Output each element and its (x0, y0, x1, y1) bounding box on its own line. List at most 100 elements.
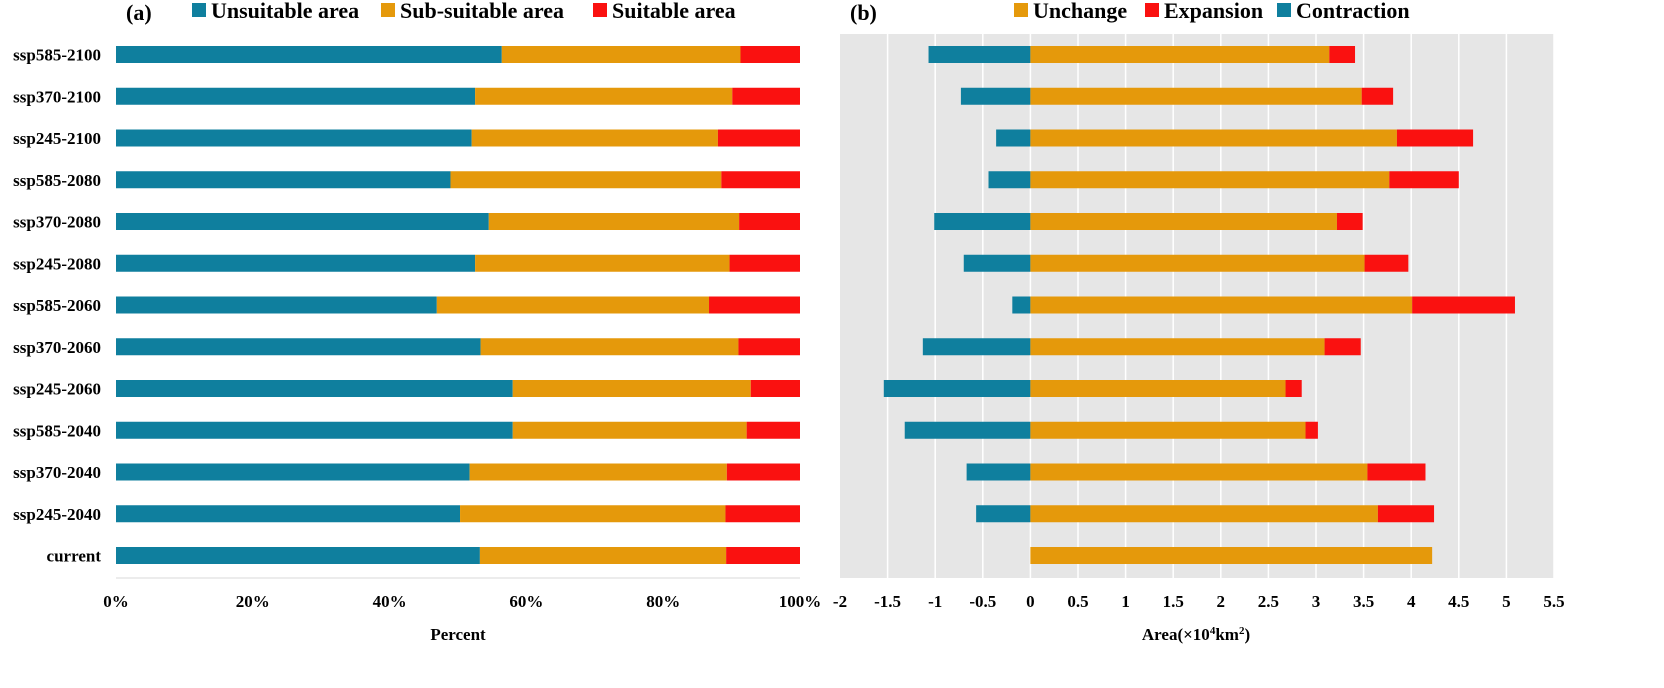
panel-a-x-axis-title: Percent (430, 625, 486, 644)
tick-b-4: 4 (1407, 592, 1416, 611)
bar-a-ssp245-2100-sub-suitable-area (471, 129, 718, 147)
panel-b-x-axis-title: Area(×104km2) (1142, 625, 1250, 644)
tick-a-40: 40% (373, 592, 407, 611)
bar-b-ssp370-2040-contraction (966, 463, 1031, 481)
bar-b-ssp585-2040-contraction (904, 421, 1031, 439)
bar-b-ssp585-2080-expansion (1389, 171, 1459, 189)
category-label-ssp370-2040: ssp370-2040 (13, 463, 101, 482)
bar-a-ssp585-2080-sub-suitable-area (450, 171, 722, 189)
legend-swatch-unsuitable-area (192, 3, 206, 17)
bar-a-ssp370-2040-suitable-area (726, 463, 800, 481)
bar-a-ssp585-2100-unsuitable-area (116, 46, 502, 63)
legend-label-sub-suitable-area: Sub-suitable area (400, 0, 564, 23)
bar-a-ssp245-2100-unsuitable-area (116, 129, 472, 147)
bar-a-ssp370-2080-sub-suitable-area (488, 213, 740, 230)
panel-a-label: (a) (126, 0, 152, 25)
bar-a-current-unsuitable-area (116, 547, 480, 564)
bar-a-ssp585-2100-sub-suitable-area (501, 46, 741, 63)
panel-b-legend: Unchange Expansion Contraction (1014, 0, 1410, 23)
category-label-ssp245-2060: ssp245-2060 (13, 380, 101, 399)
bar-a-ssp245-2060-suitable-area (750, 380, 800, 397)
panel-b-x-axis-title-sup: 4 (1210, 625, 1216, 637)
bar-b-ssp585-2060-expansion (1412, 296, 1515, 314)
bar-b-ssp585-2060-unchange (1030, 296, 1413, 314)
bar-b-ssp370-2060-contraction (922, 338, 1031, 356)
bar-a-current-sub-suitable-area (479, 547, 727, 564)
panel-b-bars (883, 46, 1515, 564)
bar-a-ssp370-2080-unsuitable-area (116, 213, 489, 230)
bar-b-ssp585-2080-unchange (1030, 171, 1390, 189)
bar-a-ssp585-2040-unsuitable-area (116, 421, 513, 439)
category-label-ssp585-2100: ssp585-2100 (13, 46, 101, 65)
legend-label-suitable-area: Suitable area (612, 0, 736, 23)
tick-a-80: 80% (646, 592, 680, 611)
bar-b-ssp370-2080-contraction (934, 213, 1031, 230)
category-label-ssp585-2040: ssp585-2040 (13, 421, 101, 440)
bar-a-ssp585-2040-suitable-area (746, 421, 800, 439)
bar-a-ssp370-2060-sub-suitable-area (480, 338, 739, 356)
legend-label-unsuitable-area: Unsuitable area (211, 0, 359, 23)
bar-b-ssp245-2060-expansion (1285, 380, 1302, 397)
bar-b-ssp585-2080-contraction (988, 171, 1031, 189)
legend-swatch-contraction (1277, 3, 1291, 17)
bar-a-ssp370-2060-unsuitable-area (116, 338, 481, 356)
bar-a-ssp370-2100-suitable-area (732, 87, 800, 105)
bar-a-ssp370-2080-suitable-area (739, 213, 800, 230)
bar-b-ssp245-2080-expansion (1364, 254, 1409, 272)
bar-a-ssp370-2060-suitable-area (738, 338, 800, 356)
bar-a-ssp245-2040-unsuitable-area (116, 505, 461, 523)
tick-b-2: 2 (1217, 592, 1226, 611)
bar-a-ssp370-2100-sub-suitable-area (475, 87, 733, 105)
panel-a-bars (116, 46, 800, 564)
bar-b-current-unchange (1030, 547, 1433, 564)
legend-swatch-suitable-area (593, 3, 607, 17)
bar-a-ssp370-2040-unsuitable-area (116, 463, 470, 481)
tick-b-4-p-5: 4.5 (1448, 592, 1469, 611)
tick-b-1-p-5: 1.5 (1163, 592, 1184, 611)
bar-a-ssp245-2080-unsuitable-area (116, 254, 476, 272)
panel-b-label: (b) (850, 0, 877, 25)
bar-a-ssp585-2040-sub-suitable-area (512, 421, 747, 439)
category-label-ssp370-2100: ssp370-2100 (13, 87, 101, 106)
category-label-ssp245-2040: ssp245-2040 (13, 505, 101, 524)
panel-a-category-labels: ssp585-2100 ssp370-2100 ssp245-2100 ssp585-… (13, 46, 101, 566)
bar-b-ssp370-2060-expansion (1324, 338, 1361, 356)
tick-a-100: 100% (779, 592, 822, 611)
legend-swatch-sub-suitable-area (381, 3, 395, 17)
legend-label-contraction: Contraction (1296, 0, 1410, 23)
bar-b-ssp245-2100-contraction (996, 129, 1031, 147)
bar-b-ssp585-2040-unchange (1030, 421, 1306, 439)
bar-a-ssp245-2100-suitable-area (717, 129, 800, 147)
bar-b-ssp245-2060-contraction (883, 380, 1031, 397)
panel-b-x-ticks: -2 -1.5 -1 -0.5 0 0.5 1 1.5 2 2.5 3 3.5 4 4.5 5 5.5 (833, 592, 1565, 611)
panel-b-x-axis-title-suffix: ) (1244, 625, 1250, 644)
bar-b-ssp245-2100-expansion (1396, 129, 1474, 147)
bar-a-ssp370-2100-unsuitable-area (116, 87, 476, 105)
bar-b-ssp370-2080-unchange (1030, 213, 1337, 230)
bar-b-ssp370-2080-expansion (1336, 213, 1363, 230)
legend-swatch-expansion (1145, 3, 1159, 17)
bar-a-ssp585-2080-suitable-area (721, 171, 800, 189)
tick-a-20: 20% (236, 592, 270, 611)
bar-a-ssp245-2040-sub-suitable-area (460, 505, 726, 523)
bar-a-ssp245-2080-sub-suitable-area (475, 254, 730, 272)
panel-b-x-axis-title-mid: km (1215, 625, 1239, 644)
bar-b-ssp245-2080-contraction (963, 254, 1031, 272)
panel-a-x-ticks: 0% 20% 40% 60% 80% 100% (103, 592, 821, 611)
bar-a-ssp370-2040-sub-suitable-area (469, 463, 727, 481)
tick-b-0: 0 (1026, 592, 1035, 611)
category-label-ssp245-2080: ssp245-2080 (13, 254, 101, 273)
tick-b-5: 5 (1502, 592, 1511, 611)
panel-b-x-axis-title-sup2: 2 (1239, 625, 1245, 637)
tick-b-neg-2: -2 (833, 592, 847, 611)
bar-b-ssp245-2040-expansion (1377, 505, 1435, 523)
bar-b-ssp585-2100-unchange (1030, 46, 1330, 63)
bar-b-ssp245-2080-unchange (1030, 254, 1365, 272)
tick-a-0: 0% (103, 592, 129, 611)
bar-b-ssp245-2040-contraction (976, 505, 1031, 523)
bar-a-ssp585-2080-unsuitable-area (116, 171, 451, 189)
bar-b-ssp585-2100-expansion (1329, 46, 1356, 63)
category-label-ssp370-2080: ssp370-2080 (13, 213, 101, 232)
